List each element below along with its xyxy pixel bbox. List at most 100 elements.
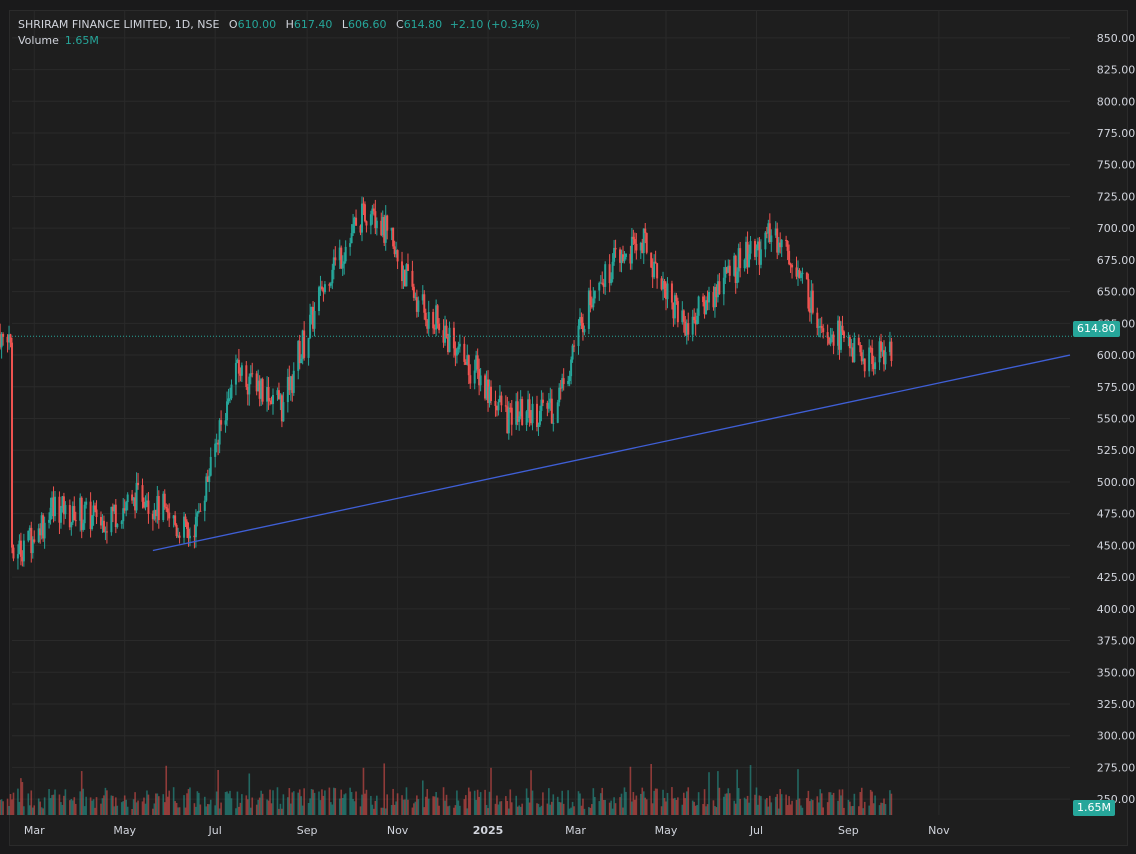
candle-body bbox=[104, 531, 107, 533]
candle-body bbox=[770, 235, 773, 243]
volume-bar bbox=[390, 805, 393, 815]
candle-body bbox=[727, 265, 730, 273]
volume-bar bbox=[878, 805, 881, 815]
candle-body bbox=[89, 501, 92, 530]
volume-bar bbox=[766, 798, 768, 815]
volume-bar bbox=[303, 788, 305, 815]
volume-bar bbox=[515, 795, 518, 815]
volume-bar bbox=[448, 805, 451, 815]
volume-bar bbox=[884, 804, 887, 815]
volume-bar bbox=[737, 788, 740, 815]
volume-bar bbox=[340, 789, 343, 815]
candle-body bbox=[768, 223, 771, 243]
volume-bar bbox=[645, 799, 648, 815]
candle-body bbox=[360, 203, 363, 233]
candle-body bbox=[799, 274, 802, 278]
candle-body bbox=[258, 380, 261, 399]
candle-body bbox=[227, 398, 230, 402]
volume-bar bbox=[718, 787, 721, 815]
volume-bar bbox=[487, 808, 489, 815]
candle-body bbox=[599, 282, 602, 284]
volume-bar bbox=[548, 788, 550, 815]
trendline[interactable] bbox=[152, 354, 1071, 552]
candle-body bbox=[8, 334, 11, 343]
volume-bar bbox=[570, 807, 572, 815]
candle-body bbox=[215, 442, 218, 444]
candle-body bbox=[101, 520, 104, 526]
candle-body bbox=[126, 494, 129, 503]
candle-body bbox=[571, 345, 574, 360]
volume-bar bbox=[770, 802, 773, 815]
candle-body bbox=[349, 243, 352, 247]
candle-body bbox=[288, 376, 291, 391]
candle-body bbox=[577, 325, 580, 347]
candle-body bbox=[641, 242, 644, 254]
volume-bar bbox=[519, 806, 522, 815]
price-tick-label: 275.00 bbox=[1097, 761, 1136, 774]
candle-body bbox=[681, 310, 684, 323]
volume-bar bbox=[826, 802, 829, 815]
volume-bar bbox=[748, 802, 750, 815]
volume-bar bbox=[726, 793, 728, 815]
volume-bar bbox=[261, 793, 264, 815]
volume-bar bbox=[562, 803, 565, 815]
chart-panel[interactable] bbox=[9, 10, 1128, 846]
candle-body bbox=[68, 505, 71, 528]
candle-body bbox=[172, 515, 175, 519]
candle-body bbox=[246, 386, 249, 395]
volume-bar bbox=[476, 789, 479, 815]
candle-body bbox=[602, 283, 605, 287]
volume-bar bbox=[203, 796, 206, 815]
volume-bar bbox=[453, 807, 455, 815]
volume-bar bbox=[321, 789, 323, 815]
volume-bar bbox=[21, 782, 24, 815]
volume-bar bbox=[457, 800, 460, 815]
volume-bar bbox=[39, 801, 41, 815]
volume-bar bbox=[260, 790, 262, 815]
candle-body bbox=[774, 228, 777, 236]
volume-bar bbox=[361, 794, 363, 815]
candle-body bbox=[165, 506, 168, 509]
volume-bar bbox=[549, 804, 552, 815]
volume-bar bbox=[672, 798, 675, 815]
candle-body bbox=[476, 355, 479, 370]
candle-body bbox=[122, 508, 125, 522]
volume-bar bbox=[364, 793, 366, 815]
price-tick-label: 300.00 bbox=[1097, 730, 1136, 743]
candle-body bbox=[353, 217, 356, 225]
volume-bar bbox=[165, 765, 168, 815]
candle-body bbox=[435, 305, 438, 330]
candle-body bbox=[255, 373, 258, 392]
volume-bar bbox=[743, 797, 746, 815]
candle-body bbox=[383, 217, 386, 243]
volume-bar bbox=[381, 807, 384, 815]
volume-bar bbox=[610, 800, 612, 815]
candle-body bbox=[298, 341, 301, 364]
candle-body bbox=[54, 496, 57, 517]
candle-body bbox=[860, 352, 863, 362]
volume-bar bbox=[147, 794, 150, 815]
candle-body bbox=[18, 540, 21, 555]
candle-body bbox=[71, 506, 74, 523]
candle-body bbox=[531, 403, 534, 424]
volume-bar bbox=[352, 798, 354, 815]
candle-body bbox=[716, 281, 719, 298]
candle-body bbox=[515, 401, 518, 425]
candle-body bbox=[355, 217, 358, 226]
candle-body bbox=[795, 267, 798, 277]
candle-body bbox=[300, 358, 303, 364]
volume-bar bbox=[697, 792, 700, 815]
volume-bar bbox=[33, 805, 36, 815]
volume-bar bbox=[380, 807, 383, 815]
candle-body bbox=[74, 520, 77, 522]
candle-body bbox=[319, 286, 322, 288]
close-value: 614.80 bbox=[403, 18, 443, 31]
volume-bar bbox=[663, 797, 666, 815]
low-label: L bbox=[341, 18, 348, 31]
volume-bar bbox=[857, 806, 860, 815]
candle-body bbox=[132, 497, 135, 501]
candle-body bbox=[322, 289, 325, 293]
volume-bar bbox=[769, 795, 771, 815]
volume-bar bbox=[60, 802, 62, 815]
